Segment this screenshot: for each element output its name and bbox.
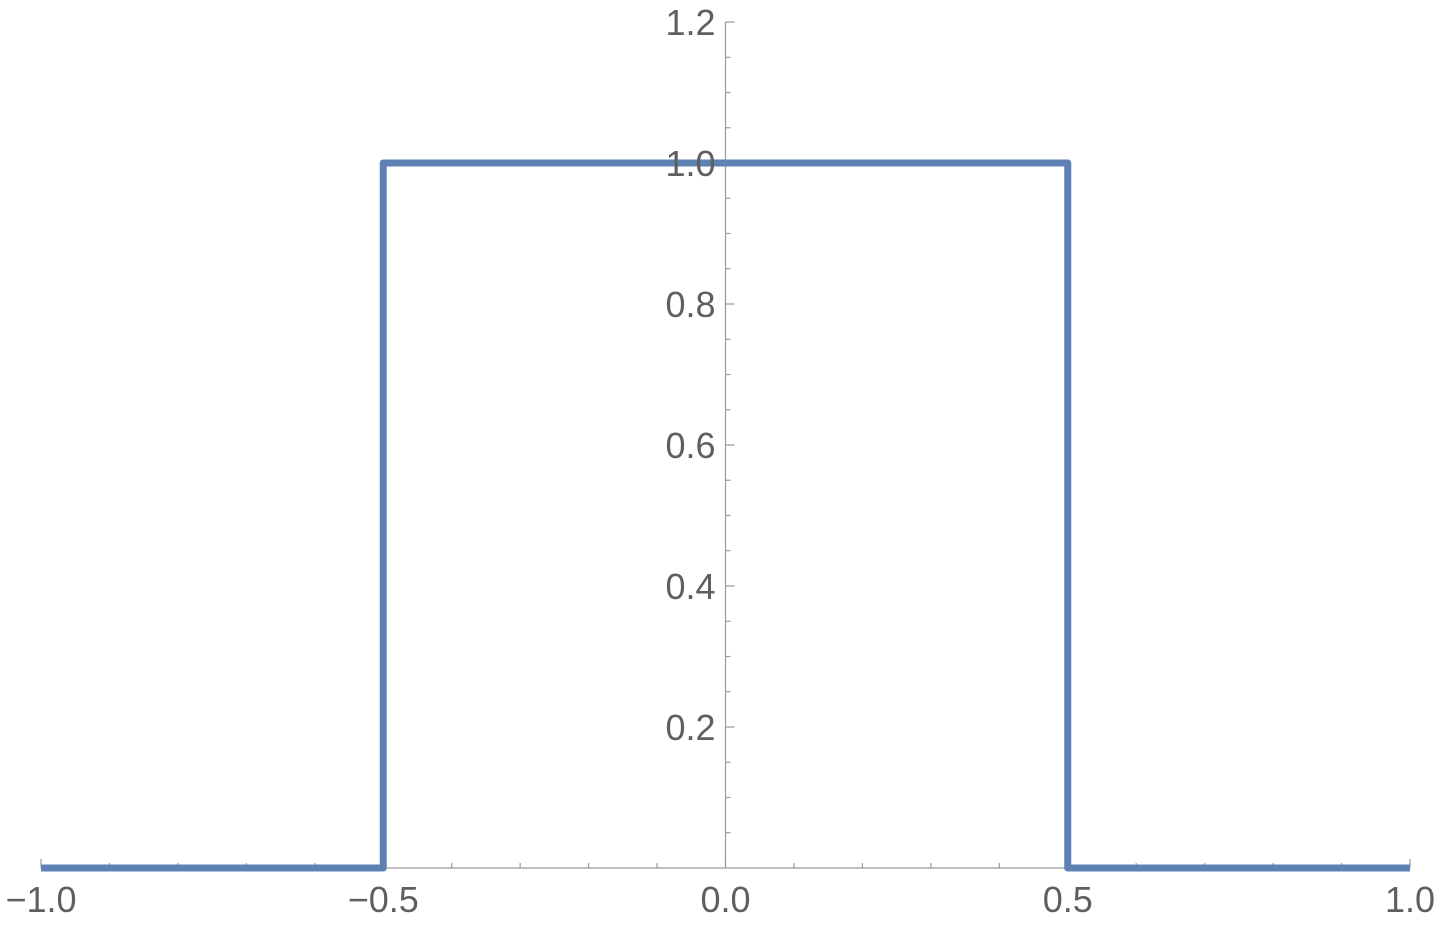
y-tick-label: 0.6 [665, 425, 715, 466]
x-tick-label: −0.5 [348, 879, 419, 920]
y-tick-label: 0.8 [665, 284, 715, 325]
x-tick-label: 1.0 [1385, 879, 1435, 920]
x-tick-label: 0.0 [700, 879, 750, 920]
x-tick-labels: −1.0 −0.5 0.0 0.5 1.0 [5, 879, 1435, 920]
x-tick-label: −1.0 [5, 879, 76, 920]
y-tick-label: 0.2 [665, 707, 715, 748]
x-tick-label: 0.5 [1043, 879, 1093, 920]
y-tick-labels: 0.2 0.4 0.6 0.8 1.0 1.2 [665, 2, 715, 748]
series-layer [41, 159, 1410, 872]
y-tick-label: 0.4 [665, 566, 715, 607]
y-tick-label: 1.0 [665, 143, 715, 184]
y-tick-label: 1.2 [665, 2, 715, 43]
series-line [41, 159, 1410, 872]
